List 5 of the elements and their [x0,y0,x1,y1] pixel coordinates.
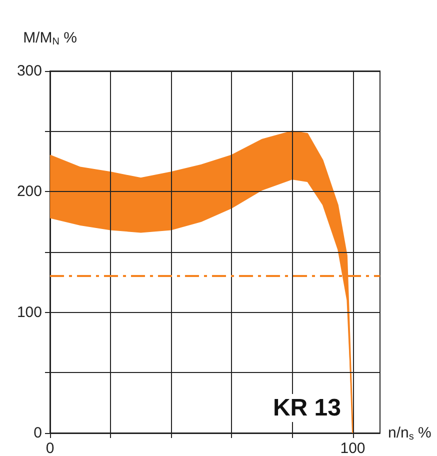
y-tick-label: 100 [16,304,42,321]
annotation: KR 13 [272,394,342,422]
y-tick-label: 200 [16,183,42,200]
y-tick-label: 0 [34,424,42,442]
y-tick-label: 300 [16,62,42,80]
